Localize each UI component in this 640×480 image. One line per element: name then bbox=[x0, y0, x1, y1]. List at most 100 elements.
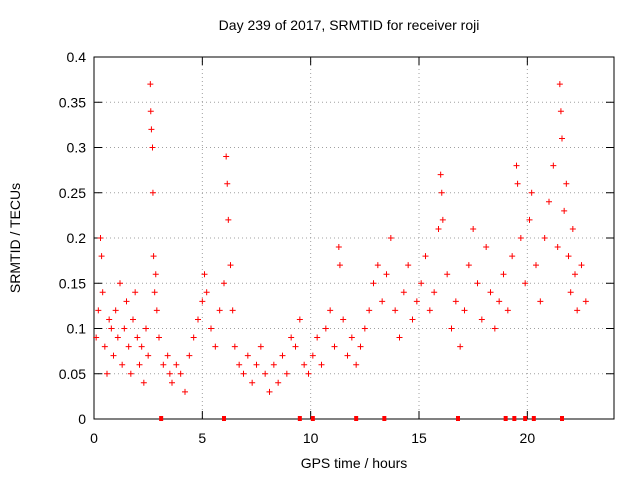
data-point bbox=[173, 361, 180, 368]
data-point bbox=[279, 352, 286, 359]
data-point bbox=[444, 271, 451, 278]
data-point bbox=[400, 289, 407, 296]
data-point bbox=[457, 343, 464, 350]
data-point bbox=[487, 289, 494, 296]
data-point bbox=[374, 262, 381, 269]
data-point bbox=[335, 244, 342, 251]
data-point bbox=[101, 343, 108, 350]
data-point bbox=[574, 307, 581, 314]
zero-marker bbox=[354, 416, 359, 421]
zero-marker bbox=[159, 416, 164, 421]
zero-marker bbox=[503, 416, 508, 421]
data-point bbox=[156, 334, 162, 341]
data-point bbox=[134, 334, 141, 341]
data-point bbox=[361, 325, 368, 332]
zero-marker bbox=[222, 416, 226, 421]
data-point bbox=[496, 298, 503, 305]
data-point bbox=[578, 262, 585, 269]
data-point bbox=[537, 298, 544, 305]
data-point bbox=[150, 253, 157, 260]
data-point bbox=[366, 307, 373, 314]
data-point bbox=[121, 325, 128, 332]
data-point bbox=[182, 388, 188, 395]
x-tick-label: 5 bbox=[198, 430, 206, 446]
data-point bbox=[305, 370, 312, 377]
data-point bbox=[405, 262, 412, 269]
data-point bbox=[140, 379, 147, 386]
grid-lines bbox=[94, 57, 614, 419]
data-point bbox=[309, 352, 316, 359]
data-point bbox=[110, 352, 117, 359]
data-point bbox=[526, 216, 533, 223]
zero-marker bbox=[382, 416, 387, 421]
data-point bbox=[478, 316, 485, 323]
zero-marker bbox=[523, 416, 528, 421]
data-point bbox=[153, 307, 160, 314]
data-point bbox=[528, 189, 535, 196]
data-point bbox=[221, 280, 227, 287]
data-point bbox=[136, 361, 143, 368]
data-point bbox=[148, 126, 155, 133]
data-point bbox=[327, 307, 334, 314]
data-point bbox=[147, 81, 154, 88]
data-point bbox=[288, 334, 295, 341]
zero-marker bbox=[310, 416, 315, 421]
data-point bbox=[203, 289, 210, 296]
axis-ticks: 0 0.05 0.1 0.15 0.2 0.25 0.3 0.35 0.4 0 5 10 15 20 bbox=[59, 49, 614, 446]
x-tick-label: 0 bbox=[90, 430, 98, 446]
data-point bbox=[266, 388, 273, 395]
data-point bbox=[227, 262, 234, 269]
zero-marker bbox=[297, 416, 302, 421]
data-point bbox=[422, 253, 429, 260]
data-point bbox=[500, 271, 507, 278]
data-point bbox=[249, 379, 256, 386]
data-point bbox=[147, 108, 154, 115]
data-point bbox=[112, 307, 119, 314]
y-tick-label: 0.4 bbox=[67, 49, 87, 65]
data-point bbox=[149, 189, 156, 196]
y-tick-label: 0.2 bbox=[67, 230, 87, 246]
chart-title: Day 239 of 2017, SRMTID for receiver roj… bbox=[219, 17, 480, 33]
data-point bbox=[556, 81, 563, 88]
data-point bbox=[149, 144, 156, 151]
data-point bbox=[314, 334, 321, 341]
data-point bbox=[104, 370, 110, 377]
zero-marker bbox=[560, 416, 564, 421]
data-point bbox=[132, 289, 139, 296]
data-point bbox=[431, 289, 438, 296]
data-point bbox=[546, 198, 552, 205]
data-point bbox=[418, 280, 425, 287]
zero-marker bbox=[531, 416, 536, 421]
data-point bbox=[253, 361, 260, 368]
data-point bbox=[301, 361, 308, 368]
data-point bbox=[177, 370, 184, 377]
y-tick-label: 0.25 bbox=[59, 185, 86, 201]
data-point bbox=[340, 316, 347, 323]
data-point bbox=[413, 298, 420, 305]
data-point bbox=[106, 316, 113, 323]
data-point bbox=[223, 153, 230, 160]
data-point bbox=[409, 316, 416, 323]
data-point bbox=[483, 244, 490, 251]
data-point bbox=[513, 162, 520, 169]
data-point bbox=[504, 307, 511, 314]
data-point bbox=[550, 162, 557, 169]
data-point bbox=[567, 289, 574, 296]
data-point bbox=[119, 361, 126, 368]
data-point bbox=[275, 379, 282, 386]
data-point bbox=[437, 171, 444, 178]
data-point bbox=[164, 352, 171, 359]
data-points bbox=[93, 81, 589, 395]
data-point bbox=[190, 334, 197, 341]
data-point bbox=[236, 361, 243, 368]
data-point bbox=[465, 262, 472, 269]
zero-markers bbox=[159, 416, 564, 421]
data-point bbox=[396, 334, 403, 341]
data-point bbox=[491, 325, 498, 332]
data-point bbox=[244, 352, 251, 359]
data-point bbox=[470, 225, 477, 232]
data-point bbox=[212, 343, 219, 350]
data-point bbox=[143, 325, 149, 332]
data-point bbox=[224, 180, 231, 187]
